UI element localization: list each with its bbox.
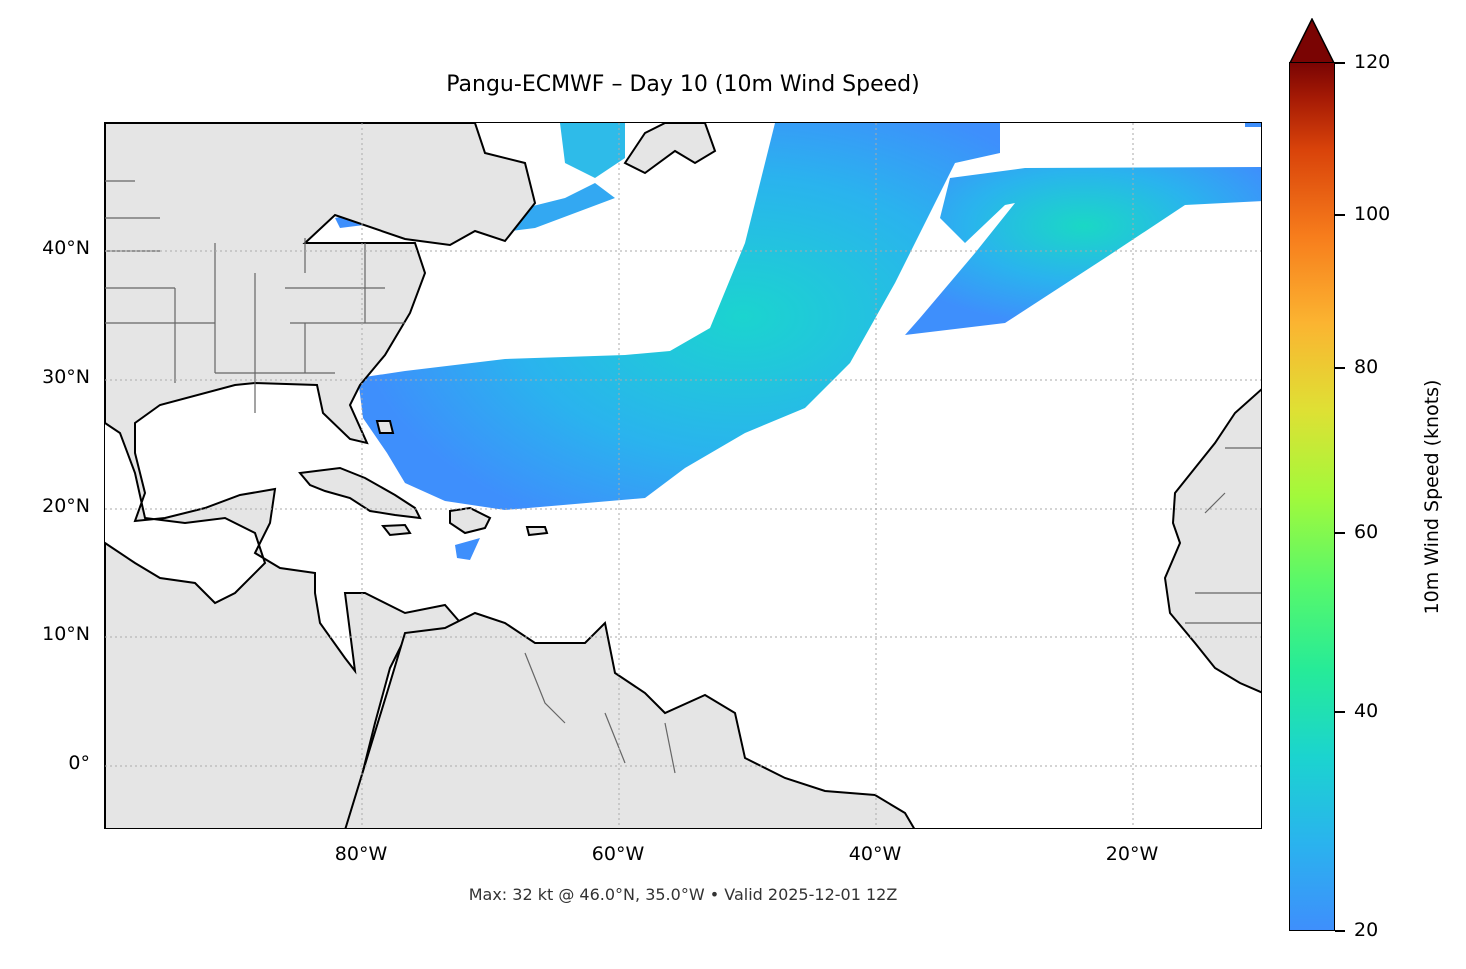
map-canvas <box>105 123 1261 828</box>
colorbar-tick <box>1335 367 1345 369</box>
colorbar-tick <box>1335 62 1345 64</box>
colorbar-tick <box>1335 214 1345 216</box>
lon-label-60w: 60°W <box>591 843 645 865</box>
colorbar-label-100: 100 <box>1354 203 1391 225</box>
colorbar-tick <box>1335 532 1345 534</box>
colorbar-tick <box>1335 930 1345 932</box>
lat-label-10n: 10°N <box>42 623 90 645</box>
gridlines <box>105 123 1261 828</box>
lat-label-0: 0° <box>68 752 90 774</box>
colorbar-tick <box>1335 711 1345 713</box>
lat-label-20n: 20°N <box>42 495 90 517</box>
colorbar-extend-arrow-icon <box>1289 18 1335 64</box>
map-plot-area[interactable] <box>104 122 1262 829</box>
colorbar-label-40: 40 <box>1354 700 1379 722</box>
max-wind-caption: Max: 32 kt @ 46.0°N, 35.0°W • Valid 2025… <box>468 885 898 904</box>
colorbar-title: 10m Wind Speed (knots) <box>1421 379 1443 615</box>
colorbar <box>1289 62 1335 931</box>
chart-title: Pangu-ECMWF – Day 10 (10m Wind Speed) <box>446 72 920 97</box>
colorbar-label-80: 80 <box>1354 356 1379 378</box>
lon-label-40w: 40°W <box>848 843 902 865</box>
colorbar-label-60: 60 <box>1354 521 1379 543</box>
colorbar-label-120: 120 <box>1354 51 1391 73</box>
colorbar-label-20: 20 <box>1354 919 1379 941</box>
borders <box>105 180 1261 774</box>
land <box>105 123 1261 828</box>
lon-label-80w: 80°W <box>334 843 388 865</box>
lat-label-30n: 30°N <box>42 366 90 388</box>
lat-label-40n: 40°N <box>42 237 90 259</box>
lon-label-20w: 20°W <box>1105 843 1159 865</box>
